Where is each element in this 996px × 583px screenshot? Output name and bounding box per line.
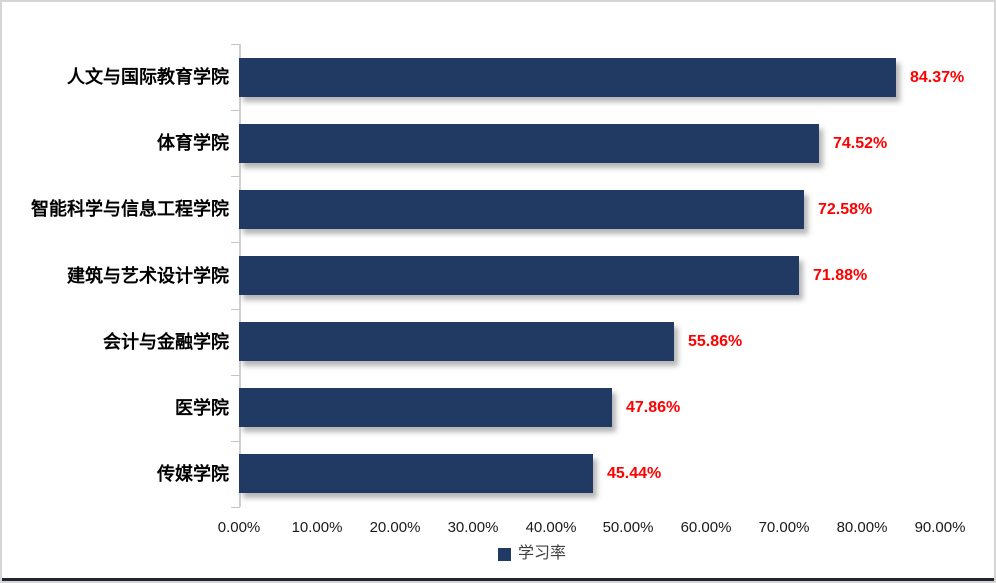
bar: [239, 58, 896, 97]
category-label: 智能科学与信息工程学院: [31, 199, 229, 219]
y-axis-tick-mark: [231, 441, 240, 442]
y-axis-tick-mark: [231, 309, 240, 310]
bar-value-label: 72.58%: [818, 201, 873, 218]
category-label: 体育学院: [157, 133, 229, 153]
legend: 学习率: [498, 545, 566, 563]
x-axis-tick-label: 20.00%: [369, 519, 421, 536]
x-axis-tick-label: 80.00%: [836, 519, 888, 536]
bar-value-label: 45.44%: [607, 465, 662, 482]
bar: [239, 322, 674, 361]
y-axis-tick-mark: [231, 242, 240, 243]
category-label: 人文与国际教育学院: [67, 67, 229, 87]
bottom-divider-rule: [2, 578, 994, 581]
x-axis-tick-label: 40.00%: [525, 519, 577, 536]
x-axis-tick-label: 10.00%: [291, 519, 343, 536]
bar: [239, 256, 799, 295]
bar-value-label: 84.37%: [910, 69, 965, 86]
bar-value-label: 71.88%: [813, 267, 868, 284]
category-label: 会计与金融学院: [103, 332, 229, 352]
legend-marker-swatch: [498, 547, 511, 561]
x-axis-tick-label: 60.00%: [680, 519, 732, 536]
bar-value-label: 55.86%: [688, 333, 743, 350]
x-axis-tick-label: 90.00%: [914, 519, 966, 536]
x-axis-tick-label: 0.00%: [217, 519, 261, 536]
bar-value-label: 47.86%: [626, 399, 681, 416]
bar: [239, 388, 612, 427]
y-axis-tick-mark: [231, 110, 240, 111]
category-label: 医学院: [175, 398, 229, 418]
y-axis-tick-mark: [231, 176, 240, 177]
category-label: 建筑与艺术设计学院: [67, 266, 229, 286]
legend-series-label: 学习率: [518, 545, 567, 562]
y-axis-tick-mark: [231, 507, 240, 508]
bar: [239, 454, 593, 493]
x-axis-tick-label: 30.00%: [447, 519, 499, 536]
x-axis-tick-label: 50.00%: [602, 519, 654, 536]
y-axis-tick-mark: [231, 44, 240, 45]
x-axis-tick-label: 70.00%: [758, 519, 810, 536]
bar: [239, 190, 804, 229]
bar-value-label: 74.52%: [833, 135, 888, 152]
bar: [239, 124, 819, 163]
category-label: 传媒学院: [157, 464, 229, 484]
y-axis-tick-mark: [231, 375, 240, 376]
